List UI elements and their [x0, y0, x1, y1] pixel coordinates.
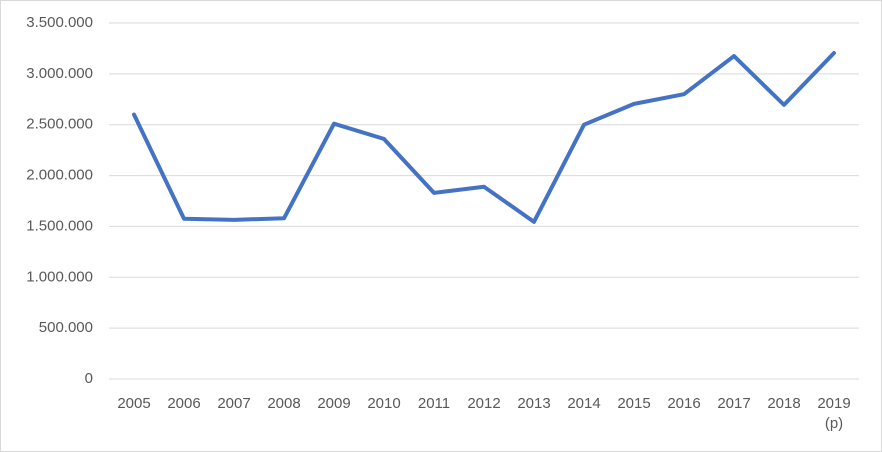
y-tick-label: 2.500.000 — [26, 116, 93, 133]
x-tick-label: 2007 — [217, 395, 251, 412]
x-tick-label: 2010 — [367, 395, 401, 412]
x-tick-label: 2005 — [117, 395, 151, 412]
x-tick-label: 2015 — [617, 395, 651, 412]
x-tick-label: 2009 — [317, 395, 351, 412]
y-tick-label: 3.000.000 — [26, 65, 93, 82]
x-tick-label: 2006 — [167, 395, 201, 412]
x-tick-label: 2019 (p) — [817, 395, 851, 432]
x-tick-label: 2008 — [267, 395, 301, 412]
x-tick-label: 2011 — [417, 395, 451, 412]
x-tick-label: 2013 — [517, 395, 551, 412]
x-tick-label: 2012 — [467, 395, 501, 412]
x-tick-label: 2017 — [717, 395, 751, 412]
x-tick-label: 2016 — [667, 395, 701, 412]
y-tick-label: 0 — [85, 370, 93, 387]
line-series — [132, 51, 836, 224]
y-tick-label: 500.000 — [39, 319, 93, 336]
y-tick-label: 3.500.000 — [26, 14, 93, 31]
x-tick-label: 2014 — [567, 395, 601, 412]
y-tick-label: 1.000.000 — [26, 268, 93, 285]
x-tick-label: 2018 — [767, 395, 801, 412]
y-tick-label: 1.500.000 — [26, 217, 93, 234]
y-tick-label: 2.000.000 — [26, 167, 93, 184]
